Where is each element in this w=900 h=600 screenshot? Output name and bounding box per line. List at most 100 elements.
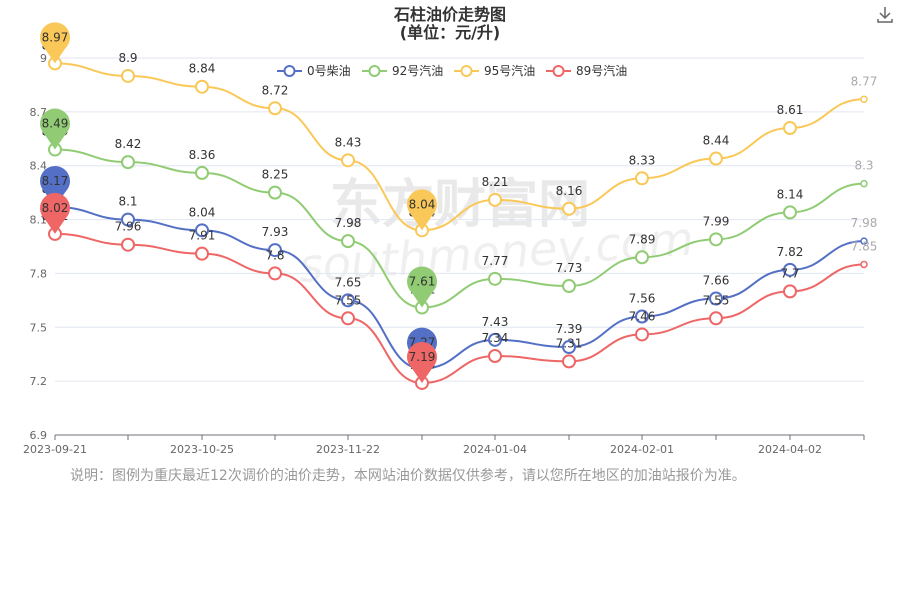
legend-item[interactable]: 89号汽油 bbox=[546, 63, 627, 78]
pin-tail bbox=[44, 217, 66, 234]
data-label: 8.77 bbox=[851, 74, 878, 88]
data-point bbox=[488, 192, 502, 207]
data-point bbox=[783, 284, 797, 299]
data-point bbox=[268, 101, 282, 116]
pin-tail bbox=[411, 291, 433, 308]
data-label: 7.43 bbox=[482, 315, 509, 329]
pin-layer: 8.177.278.497.618.978.048.027.19 bbox=[40, 22, 437, 383]
data-label: 7.66 bbox=[703, 274, 730, 288]
legend-label: 95号汽油 bbox=[484, 63, 535, 78]
y-tick-label: 9 bbox=[40, 52, 47, 65]
legend[interactable]: 0号柴油 92号汽油 95号汽油 89号汽油 bbox=[277, 63, 627, 78]
data-point bbox=[709, 291, 723, 306]
data-label: 7.65 bbox=[335, 275, 362, 289]
legend-label: 92号汽油 bbox=[392, 63, 443, 78]
pin-tail bbox=[44, 133, 66, 150]
pin-label: 7.19 bbox=[409, 350, 436, 364]
legend-label: 89号汽油 bbox=[576, 63, 627, 78]
y-tick-label: 8.4 bbox=[30, 160, 48, 173]
legend-label: 0号柴油 bbox=[307, 64, 351, 78]
legend-marker bbox=[283, 65, 296, 77]
data-point bbox=[195, 223, 209, 238]
data-point bbox=[121, 237, 135, 252]
pin-tail bbox=[44, 47, 66, 64]
data-point bbox=[562, 354, 576, 369]
data-label: 8.9 bbox=[118, 51, 137, 65]
data-point bbox=[121, 68, 135, 83]
data-label: 7.34 bbox=[482, 331, 509, 345]
data-label: 8.42 bbox=[115, 137, 142, 151]
x-tick-label: 2024-04-02 bbox=[758, 443, 822, 456]
data-point bbox=[488, 332, 502, 347]
data-label: 8.1 bbox=[118, 195, 137, 209]
pin-head bbox=[40, 108, 70, 139]
data-point bbox=[488, 349, 502, 364]
pin-tail bbox=[411, 366, 433, 383]
data-point bbox=[341, 153, 355, 168]
pin-head bbox=[40, 22, 70, 53]
pin-label: 8.02 bbox=[42, 201, 69, 215]
pin-head bbox=[407, 341, 437, 372]
y-tick-label: 7.5 bbox=[30, 321, 48, 334]
data-label: 7.96 bbox=[115, 220, 142, 234]
data-point bbox=[635, 250, 649, 265]
legend-item[interactable]: 0号柴油 bbox=[277, 64, 351, 78]
data-label: 7.8 bbox=[265, 248, 284, 262]
data-point bbox=[562, 278, 576, 293]
data-label: 7.85 bbox=[851, 239, 878, 253]
x-tick-label: 2024-01-04 bbox=[463, 443, 527, 456]
legend-marker bbox=[460, 65, 473, 77]
data-point bbox=[341, 293, 355, 308]
data-point bbox=[860, 95, 868, 104]
data-point bbox=[341, 234, 355, 249]
data-label: 7.73 bbox=[556, 261, 583, 275]
y-tick-label: 6.9 bbox=[30, 429, 48, 442]
download-icon[interactable] bbox=[874, 4, 896, 26]
pin-label: 8.17 bbox=[42, 174, 69, 188]
data-label: 7.89 bbox=[629, 232, 656, 246]
data-point bbox=[860, 179, 868, 188]
data-label: 7.56 bbox=[629, 292, 656, 306]
chart-subtitle: (单位：元/升) bbox=[400, 23, 500, 42]
x-tick-label: 2023-10-25 bbox=[170, 443, 234, 456]
data-point bbox=[195, 246, 209, 261]
chart-note: 说明：图例为重庆最近12次调价的油价走势，本网站油价数据仅供参考，请以您所在地区… bbox=[70, 468, 746, 484]
grid bbox=[55, 57, 864, 436]
data-label: 8.04 bbox=[189, 205, 216, 219]
data-label: 7.91 bbox=[189, 229, 216, 243]
data-label: 7.31 bbox=[556, 336, 583, 350]
data-point bbox=[709, 311, 723, 326]
legend-item[interactable]: 92号汽油 bbox=[362, 63, 443, 78]
data-label: 7.46 bbox=[629, 309, 656, 323]
data-point bbox=[709, 232, 723, 247]
data-label: 8.25 bbox=[262, 168, 289, 182]
data-point bbox=[268, 243, 282, 258]
data-point bbox=[860, 260, 868, 269]
value-pin: 8.49 bbox=[40, 108, 70, 150]
data-point bbox=[268, 266, 282, 281]
x-tick-label: 2023-11-22 bbox=[316, 443, 380, 456]
data-label: 8.44 bbox=[703, 134, 730, 148]
y-tick-label: 7.8 bbox=[30, 267, 48, 280]
pin-label: 8.97 bbox=[42, 30, 69, 44]
data-label: 7.7 bbox=[780, 266, 799, 280]
data-label: 8.33 bbox=[629, 153, 656, 167]
pin-tail bbox=[411, 214, 433, 231]
data-label: 8.43 bbox=[335, 135, 362, 149]
chart-title: 石柱油价走势图 bbox=[393, 5, 506, 24]
value-pin: 8.02 bbox=[40, 192, 70, 234]
data-point bbox=[635, 327, 649, 342]
pin-head bbox=[407, 266, 437, 297]
pin-head bbox=[40, 192, 70, 223]
watermark-text: 东方财富网 bbox=[330, 175, 590, 235]
data-point bbox=[783, 262, 797, 277]
legend-item[interactable]: 95号汽油 bbox=[454, 63, 535, 78]
data-point bbox=[635, 171, 649, 186]
data-label: 8.16 bbox=[556, 184, 583, 198]
legend-marker bbox=[368, 65, 381, 77]
data-point bbox=[562, 201, 576, 216]
data-point bbox=[709, 151, 723, 166]
pin-label: 8.49 bbox=[42, 117, 69, 131]
